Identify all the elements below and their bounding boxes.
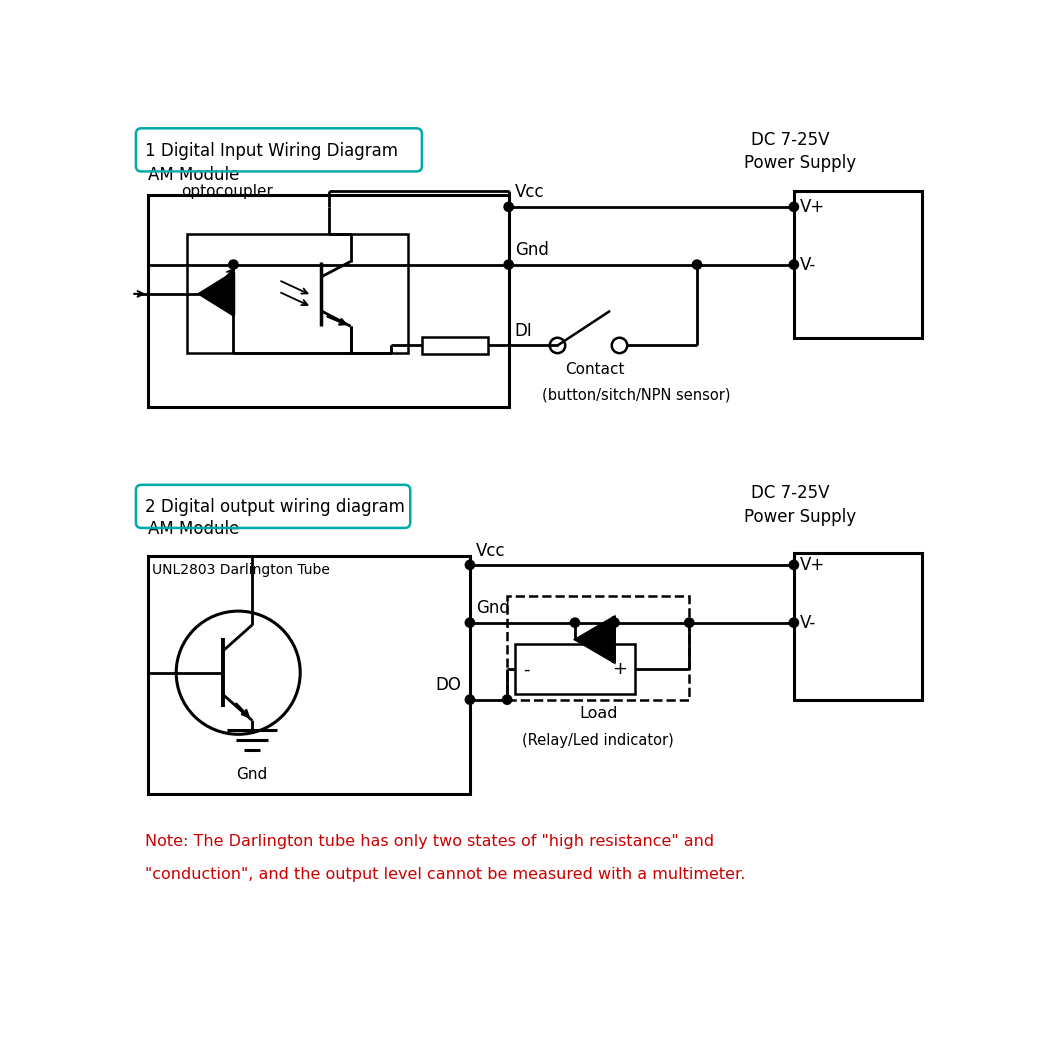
- Bar: [514, 645, 635, 694]
- Text: Gnd: Gnd: [236, 766, 268, 781]
- Text: (button/sitch/NPN sensor): (button/sitch/NPN sensor): [542, 387, 731, 403]
- Text: DC 7-25V: DC 7-25V: [751, 484, 830, 502]
- Circle shape: [790, 203, 799, 211]
- Text: Gnd: Gnd: [476, 600, 510, 617]
- Text: V+: V+: [800, 197, 825, 216]
- Circle shape: [465, 561, 475, 569]
- Text: V+: V+: [800, 555, 825, 574]
- Text: (Relay/Led indicator): (Relay/Led indicator): [522, 733, 674, 748]
- Bar: [422, 337, 488, 354]
- Circle shape: [685, 618, 694, 627]
- Bar: [187, 234, 408, 353]
- Text: Vcc: Vcc: [476, 542, 506, 560]
- Text: 2 Digital output wiring diagram: 2 Digital output wiring diagram: [145, 498, 405, 517]
- Circle shape: [790, 260, 799, 269]
- Text: Load: Load: [579, 706, 617, 720]
- Text: DI: DI: [514, 322, 532, 340]
- Circle shape: [504, 260, 513, 269]
- Text: AM Module: AM Module: [148, 166, 239, 184]
- Polygon shape: [575, 616, 614, 663]
- Bar: [794, 191, 922, 338]
- Bar: [794, 553, 922, 699]
- Text: 1 Digital Input Wiring Diagram: 1 Digital Input Wiring Diagram: [145, 142, 398, 160]
- Text: Power Supply: Power Supply: [743, 154, 856, 172]
- Text: Vcc: Vcc: [514, 184, 545, 202]
- Circle shape: [465, 618, 475, 627]
- Circle shape: [610, 618, 620, 627]
- Text: DO: DO: [435, 676, 461, 694]
- Polygon shape: [198, 272, 233, 315]
- Text: -: -: [523, 660, 529, 678]
- Circle shape: [570, 618, 580, 627]
- Circle shape: [692, 260, 701, 269]
- Text: Note: The Darlington tube has only two states of "high resistance" and: Note: The Darlington tube has only two s…: [145, 835, 714, 849]
- Bar: [507, 595, 689, 699]
- Text: DC 7-25V: DC 7-25V: [751, 131, 830, 149]
- Bar: [148, 555, 470, 795]
- Circle shape: [790, 561, 799, 569]
- Text: V-: V-: [800, 613, 816, 632]
- Text: optocoupler: optocoupler: [182, 184, 273, 200]
- Circle shape: [465, 695, 475, 705]
- Text: Gnd: Gnd: [514, 242, 549, 259]
- Text: "conduction", and the output level cannot be measured with a multimeter.: "conduction", and the output level canno…: [145, 866, 745, 882]
- Circle shape: [504, 203, 513, 211]
- Circle shape: [790, 618, 799, 627]
- Circle shape: [503, 695, 511, 705]
- Circle shape: [229, 260, 238, 269]
- Text: Power Supply: Power Supply: [743, 508, 856, 526]
- Text: AM Module: AM Module: [148, 520, 239, 538]
- Bar: [148, 195, 508, 407]
- Text: V-: V-: [800, 255, 816, 274]
- Text: UNL2803 Darlington Tube: UNL2803 Darlington Tube: [152, 564, 330, 578]
- Text: Contact: Contact: [565, 362, 625, 377]
- Text: +: +: [612, 660, 627, 678]
